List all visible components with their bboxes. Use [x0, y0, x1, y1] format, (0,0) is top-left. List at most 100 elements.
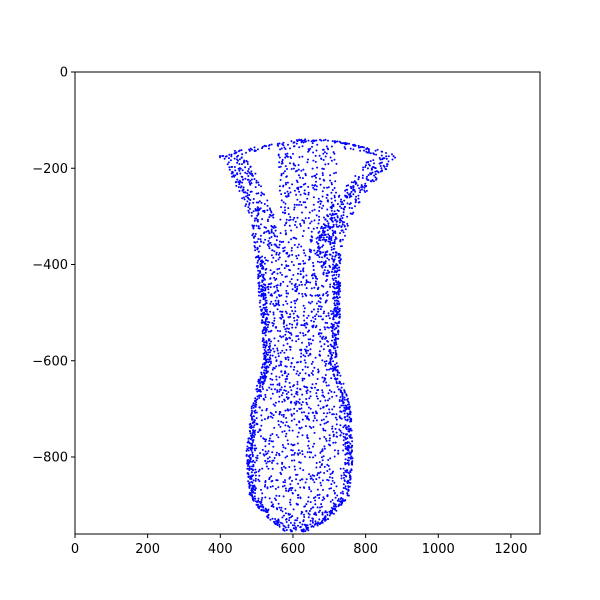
- scatter-point: [245, 449, 248, 452]
- scatter-point: [347, 486, 350, 488]
- scatter-point: [264, 294, 267, 296]
- scatter-point: [373, 153, 376, 156]
- scatter-point: [309, 390, 312, 393]
- scatter-point: [330, 191, 333, 194]
- scatter-point: [257, 225, 260, 228]
- scatter-point: [333, 158, 336, 161]
- scatter-point: [285, 518, 287, 521]
- scatter-point: [300, 426, 303, 429]
- scatter-point: [314, 315, 316, 318]
- scatter-point: [242, 161, 245, 164]
- scatter-point: [329, 473, 332, 476]
- scatter-point: [293, 244, 296, 246]
- scatter-point: [316, 294, 319, 297]
- scatter-point: [333, 455, 336, 458]
- scatter-point: [247, 209, 250, 212]
- scatter-point: [322, 294, 324, 297]
- scatter-point: [312, 419, 315, 422]
- scatter-point: [277, 518, 280, 521]
- scatter-point: [259, 377, 262, 380]
- scatter-point: [315, 462, 318, 464]
- scatter-point: [254, 500, 257, 503]
- scatter-point: [271, 461, 273, 464]
- scatter-point: [382, 164, 385, 167]
- scatter-point: [263, 351, 266, 354]
- scatter-point: [299, 467, 302, 470]
- scatter-point: [331, 427, 334, 430]
- scatter-point: [387, 160, 390, 163]
- scatter-point: [312, 316, 314, 319]
- scatter-point: [288, 381, 291, 384]
- scatter-point: [326, 257, 329, 260]
- scatter-point: [267, 345, 270, 348]
- scatter-point: [268, 386, 271, 389]
- scatter-point: [278, 166, 281, 169]
- scatter-point: [260, 371, 263, 374]
- scatter-point: [275, 326, 278, 328]
- scatter-point: [257, 470, 260, 473]
- scatter-point: [305, 528, 308, 531]
- scatter-point: [304, 481, 307, 484]
- scatter-point: [268, 147, 270, 150]
- scatter-point: [365, 189, 368, 192]
- scatter-point: [296, 246, 299, 249]
- scatter-point: [250, 407, 253, 410]
- scatter-point: [334, 321, 337, 324]
- scatter-point: [351, 457, 354, 460]
- scatter-point: [281, 450, 284, 453]
- scatter-point: [269, 209, 272, 211]
- scatter-point: [323, 465, 326, 468]
- scatter-point: [285, 195, 288, 198]
- scatter-point: [291, 524, 294, 527]
- scatter-point: [330, 270, 333, 273]
- scatter-point: [251, 494, 254, 497]
- scatter-point: [268, 283, 271, 286]
- scatter-point: [290, 306, 293, 309]
- scatter-point: [262, 289, 265, 292]
- scatter-point: [271, 378, 274, 381]
- scatter-point: [352, 211, 355, 214]
- scatter-point: [332, 297, 335, 300]
- scatter-point: [256, 148, 259, 151]
- scatter-point: [273, 337, 276, 340]
- scatter-point: [270, 300, 273, 303]
- scatter-point: [284, 156, 287, 159]
- scatter-point: [322, 178, 325, 181]
- scatter-point: [250, 434, 253, 437]
- scatter-point: [311, 274, 314, 277]
- scatter-point: [261, 332, 264, 335]
- scatter-point: [322, 335, 325, 338]
- scatter-point: [335, 505, 338, 508]
- scatter-point: [244, 205, 247, 207]
- scatter-point: [280, 162, 283, 165]
- scatter-point: [312, 525, 315, 528]
- scatter-point: [334, 279, 337, 282]
- scatter-point: [307, 281, 310, 284]
- scatter-point: [219, 156, 221, 159]
- scatter-point: [321, 359, 324, 362]
- scatter-point: [334, 304, 337, 307]
- scatter-point: [334, 441, 337, 444]
- scatter-point: [339, 390, 342, 393]
- scatter-point: [284, 275, 287, 278]
- scatter-point: [263, 454, 266, 457]
- scatter-point: [291, 459, 293, 462]
- scatter-point: [283, 372, 286, 375]
- scatter-point: [332, 318, 335, 321]
- scatter-point: [306, 317, 309, 319]
- scatter-point: [321, 479, 324, 482]
- scatter-point: [308, 418, 310, 421]
- scatter-point: [291, 183, 294, 186]
- scatter-point: [338, 371, 341, 374]
- scatter-point: [334, 347, 337, 350]
- scatter-point: [331, 472, 334, 474]
- scatter-point: [340, 431, 343, 434]
- scatter-point: [277, 258, 280, 261]
- scatter-point: [307, 373, 310, 376]
- scatter-point: [267, 351, 270, 354]
- scatter-point: [315, 302, 318, 305]
- scatter-point: [272, 414, 275, 417]
- scatter-point: [303, 377, 306, 380]
- scatter-point: [269, 518, 272, 521]
- scatter-point: [269, 213, 271, 216]
